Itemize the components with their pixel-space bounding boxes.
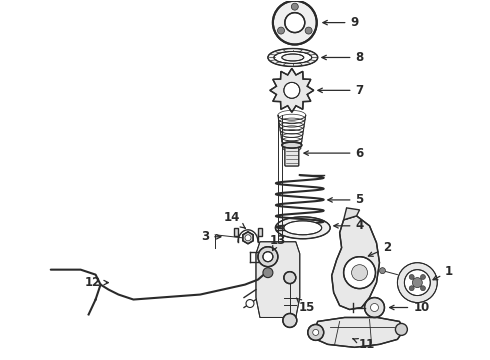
Circle shape <box>305 27 312 34</box>
Circle shape <box>284 272 296 284</box>
Polygon shape <box>343 208 360 220</box>
Text: 1: 1 <box>433 265 453 280</box>
Circle shape <box>308 324 324 340</box>
Circle shape <box>313 329 318 336</box>
Circle shape <box>365 298 385 318</box>
Polygon shape <box>270 68 314 112</box>
Text: 9: 9 <box>323 16 359 29</box>
Polygon shape <box>256 242 300 318</box>
Text: 2: 2 <box>368 241 392 256</box>
Circle shape <box>258 247 278 267</box>
Circle shape <box>409 286 414 291</box>
Circle shape <box>283 314 297 328</box>
Circle shape <box>397 263 437 302</box>
Text: 5: 5 <box>328 193 364 206</box>
Circle shape <box>273 1 317 45</box>
Text: 15: 15 <box>296 298 315 314</box>
Ellipse shape <box>282 142 302 148</box>
Circle shape <box>370 303 378 311</box>
Ellipse shape <box>274 51 312 63</box>
Circle shape <box>263 268 273 278</box>
Text: 8: 8 <box>322 51 364 64</box>
Text: 3: 3 <box>201 230 221 243</box>
Polygon shape <box>258 228 262 236</box>
Circle shape <box>404 270 430 296</box>
Polygon shape <box>234 228 238 236</box>
Text: 4: 4 <box>334 219 364 232</box>
Ellipse shape <box>268 49 318 67</box>
Circle shape <box>343 257 375 289</box>
Circle shape <box>246 300 254 307</box>
Circle shape <box>379 268 386 274</box>
Circle shape <box>277 27 285 34</box>
Circle shape <box>352 265 368 280</box>
Circle shape <box>409 274 414 279</box>
Ellipse shape <box>275 217 330 239</box>
Text: 14: 14 <box>224 211 245 228</box>
Circle shape <box>420 274 425 279</box>
FancyBboxPatch shape <box>285 144 299 166</box>
Text: 12: 12 <box>84 276 108 289</box>
Circle shape <box>413 278 422 288</box>
Text: 11: 11 <box>353 338 375 351</box>
Circle shape <box>284 82 300 98</box>
Text: 7: 7 <box>318 84 364 97</box>
Text: 10: 10 <box>390 301 429 314</box>
Text: 6: 6 <box>304 147 364 159</box>
Polygon shape <box>312 318 404 347</box>
Ellipse shape <box>284 221 322 235</box>
Circle shape <box>285 13 305 32</box>
Ellipse shape <box>282 54 304 61</box>
Text: 13: 13 <box>270 234 286 251</box>
Circle shape <box>245 235 251 241</box>
Circle shape <box>420 286 425 291</box>
Polygon shape <box>243 232 253 244</box>
Circle shape <box>395 323 407 336</box>
Circle shape <box>263 252 273 262</box>
Polygon shape <box>332 216 379 310</box>
Circle shape <box>292 3 298 10</box>
